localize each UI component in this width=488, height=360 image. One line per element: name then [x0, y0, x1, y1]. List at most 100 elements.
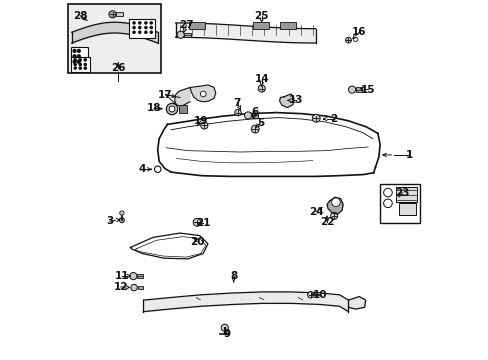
Circle shape — [144, 27, 147, 29]
Text: 17: 17 — [158, 90, 173, 100]
Text: 23: 23 — [394, 188, 409, 198]
Text: 24: 24 — [308, 207, 323, 217]
Bar — [137, 274, 143, 278]
Bar — [251, 113, 258, 118]
Circle shape — [244, 112, 251, 119]
Bar — [68, 4, 161, 73]
Text: 13: 13 — [289, 95, 303, 105]
Text: 19: 19 — [193, 116, 207, 126]
Circle shape — [258, 85, 265, 92]
Circle shape — [79, 67, 81, 69]
Polygon shape — [279, 94, 293, 108]
Bar — [70, 57, 90, 72]
Polygon shape — [190, 85, 215, 102]
Text: 16: 16 — [351, 27, 366, 37]
Circle shape — [177, 31, 184, 39]
Text: 27: 27 — [179, 20, 193, 30]
Circle shape — [144, 31, 147, 33]
Circle shape — [312, 114, 320, 122]
Bar — [355, 87, 362, 92]
Text: 6: 6 — [251, 107, 258, 117]
Text: 12: 12 — [113, 282, 128, 292]
Circle shape — [73, 60, 76, 63]
Circle shape — [119, 218, 124, 223]
Bar — [314, 292, 319, 296]
Bar — [184, 33, 190, 37]
Circle shape — [251, 125, 259, 133]
Bar — [280, 22, 296, 30]
Text: 14: 14 — [254, 74, 268, 84]
Text: 25: 25 — [254, 11, 268, 21]
Text: 7: 7 — [233, 98, 241, 108]
Circle shape — [74, 59, 76, 61]
Text: 26: 26 — [111, 63, 125, 73]
Circle shape — [73, 49, 76, 52]
Circle shape — [109, 11, 116, 18]
Circle shape — [307, 292, 313, 298]
Text: 9: 9 — [223, 329, 230, 339]
Circle shape — [234, 109, 241, 116]
Text: 1: 1 — [405, 150, 412, 160]
Circle shape — [139, 31, 141, 33]
Bar — [252, 22, 268, 30]
Text: 4: 4 — [138, 164, 146, 174]
Circle shape — [154, 166, 161, 172]
Text: 15: 15 — [360, 85, 375, 95]
Bar — [129, 19, 155, 38]
Circle shape — [74, 67, 76, 69]
Circle shape — [73, 55, 76, 58]
Text: 8: 8 — [230, 271, 237, 281]
Circle shape — [201, 122, 207, 129]
Bar — [189, 22, 204, 30]
Circle shape — [150, 27, 152, 29]
Circle shape — [166, 103, 178, 115]
Circle shape — [84, 67, 86, 69]
Circle shape — [150, 31, 152, 33]
Circle shape — [144, 22, 147, 24]
Circle shape — [79, 63, 81, 66]
Circle shape — [77, 49, 80, 52]
Text: 21: 21 — [196, 218, 210, 228]
Polygon shape — [348, 297, 365, 309]
Circle shape — [84, 63, 86, 66]
Text: 5: 5 — [257, 118, 264, 128]
Bar — [379, 184, 419, 223]
Bar — [70, 47, 88, 66]
Circle shape — [129, 273, 137, 280]
Text: 11: 11 — [114, 271, 129, 281]
Text: 3: 3 — [106, 216, 113, 226]
Text: 28: 28 — [73, 11, 87, 21]
Circle shape — [345, 37, 351, 43]
Circle shape — [77, 60, 80, 63]
Circle shape — [84, 59, 86, 61]
Circle shape — [348, 86, 355, 93]
Bar — [178, 105, 187, 113]
Circle shape — [331, 198, 340, 207]
Circle shape — [133, 22, 135, 24]
Text: 18: 18 — [146, 103, 161, 113]
Circle shape — [330, 212, 337, 220]
Circle shape — [133, 31, 135, 33]
Bar — [395, 187, 416, 202]
Circle shape — [77, 55, 80, 58]
Bar — [137, 286, 142, 289]
Polygon shape — [174, 87, 190, 107]
Circle shape — [74, 63, 76, 66]
Circle shape — [139, 27, 141, 29]
Polygon shape — [130, 233, 207, 259]
Circle shape — [79, 59, 81, 61]
Circle shape — [193, 219, 201, 226]
Circle shape — [200, 91, 206, 97]
Polygon shape — [326, 197, 343, 214]
Text: 2: 2 — [330, 114, 337, 124]
Text: 20: 20 — [189, 237, 204, 247]
Circle shape — [139, 22, 141, 24]
Circle shape — [169, 106, 175, 112]
Circle shape — [131, 284, 137, 291]
Bar — [398, 203, 415, 215]
Circle shape — [150, 22, 152, 24]
Circle shape — [133, 27, 135, 29]
Circle shape — [221, 324, 228, 331]
Circle shape — [120, 211, 124, 215]
Text: 10: 10 — [312, 290, 326, 300]
